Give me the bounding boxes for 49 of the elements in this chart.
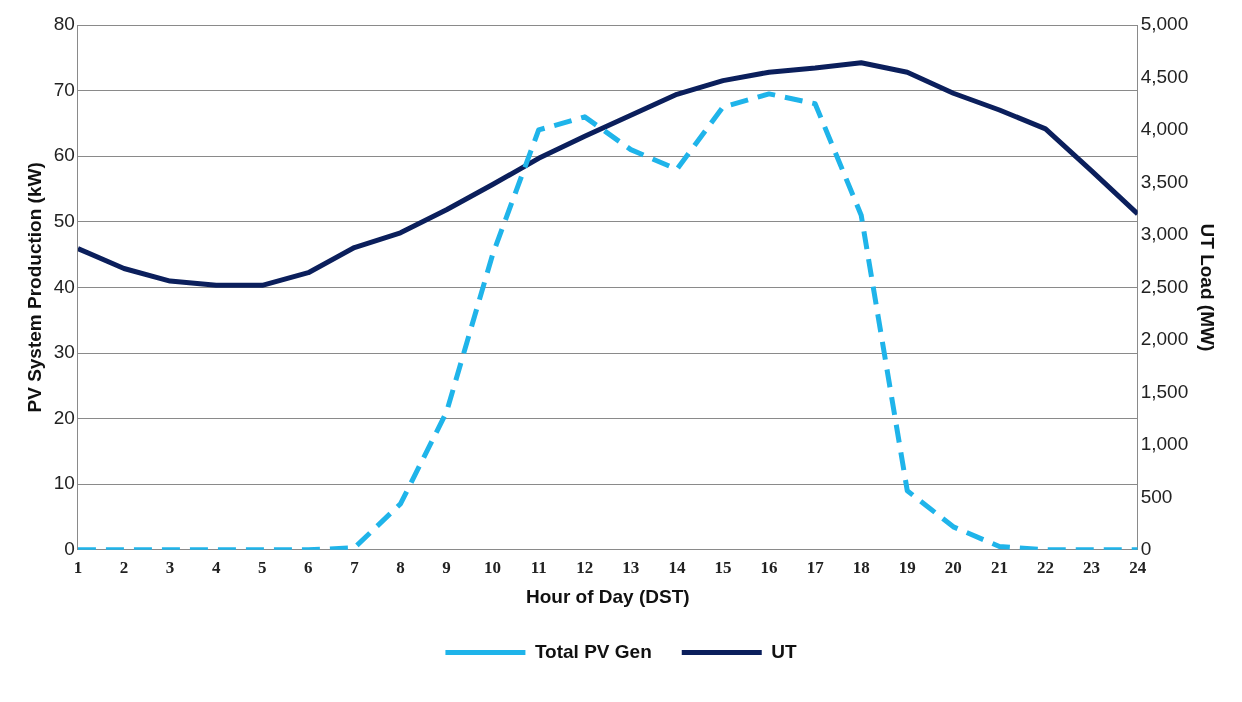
y2-tick-label: 500 (1140, 485, 1173, 507)
y2-tick-label: 5,000 (1140, 13, 1189, 35)
y2-tick-label: 2,000 (1140, 328, 1189, 350)
x-tick-label: 5 (257, 558, 267, 578)
y2-tick-label: 1,000 (1140, 433, 1189, 455)
x-tick-label: 20 (944, 558, 962, 578)
y-tick-label: 70 (53, 78, 75, 100)
legend-label: UT (771, 640, 797, 662)
y2-tick-label: 2,500 (1140, 275, 1189, 297)
legend-label: Total PV Gen (534, 640, 652, 662)
x-tick-label: 1 (73, 558, 83, 578)
x-tick-label: 11 (530, 558, 547, 578)
y-tick-label: 10 (53, 472, 75, 494)
y2-tick-label: 3,500 (1140, 170, 1189, 192)
x-tick-label: 6 (304, 558, 313, 578)
x-tick-label: 14 (668, 558, 686, 578)
x-tick-label: 4 (211, 558, 221, 578)
x-tick-label: 15 (714, 558, 732, 578)
y-axis-title: PV System Production (kW) (23, 162, 45, 413)
x-tick-label: 2 (119, 558, 129, 578)
x-tick-label: 3 (165, 558, 175, 578)
x-tick-label: 7 (350, 558, 360, 578)
x-tick-label: 24 (1129, 558, 1147, 578)
x-tick-label: 22 (1037, 558, 1054, 578)
x-tick-label: 17 (806, 558, 825, 578)
y-tick-label: 40 (53, 275, 75, 297)
x-tick-label: 19 (898, 558, 916, 578)
y2-tick-label: 4,000 (1140, 118, 1189, 140)
x-axis-title: Hour of Day (DST) (525, 585, 690, 607)
y2-tick-label: 0 (1140, 538, 1152, 560)
x-tick-label: 16 (760, 558, 778, 578)
x-tick-label: 13 (622, 558, 640, 578)
x-tick-label: 8 (396, 558, 405, 578)
y2-axis-title: UT Load (MW) (1197, 223, 1219, 352)
x-tick-label: 21 (990, 558, 1008, 578)
x-tick-label: 9 (442, 558, 451, 578)
x-tick-label: 18 (852, 558, 870, 578)
y-tick-label: 30 (53, 341, 75, 363)
x-tick-label: 12 (576, 558, 594, 578)
x-tick-label: 23 (1083, 558, 1101, 578)
y2-tick-label: 4,500 (1140, 65, 1189, 87)
y2-tick-label: 1,500 (1140, 380, 1189, 402)
y2-tick-label: 3,000 (1140, 223, 1189, 245)
y-tick-label: 0 (64, 538, 75, 560)
y-tick-label: 60 (53, 144, 75, 166)
y-tick-label: 80 (53, 13, 75, 35)
y-tick-label: 50 (53, 210, 75, 232)
x-tick-label: 10 (484, 558, 502, 578)
y-tick-label: 20 (53, 406, 75, 428)
